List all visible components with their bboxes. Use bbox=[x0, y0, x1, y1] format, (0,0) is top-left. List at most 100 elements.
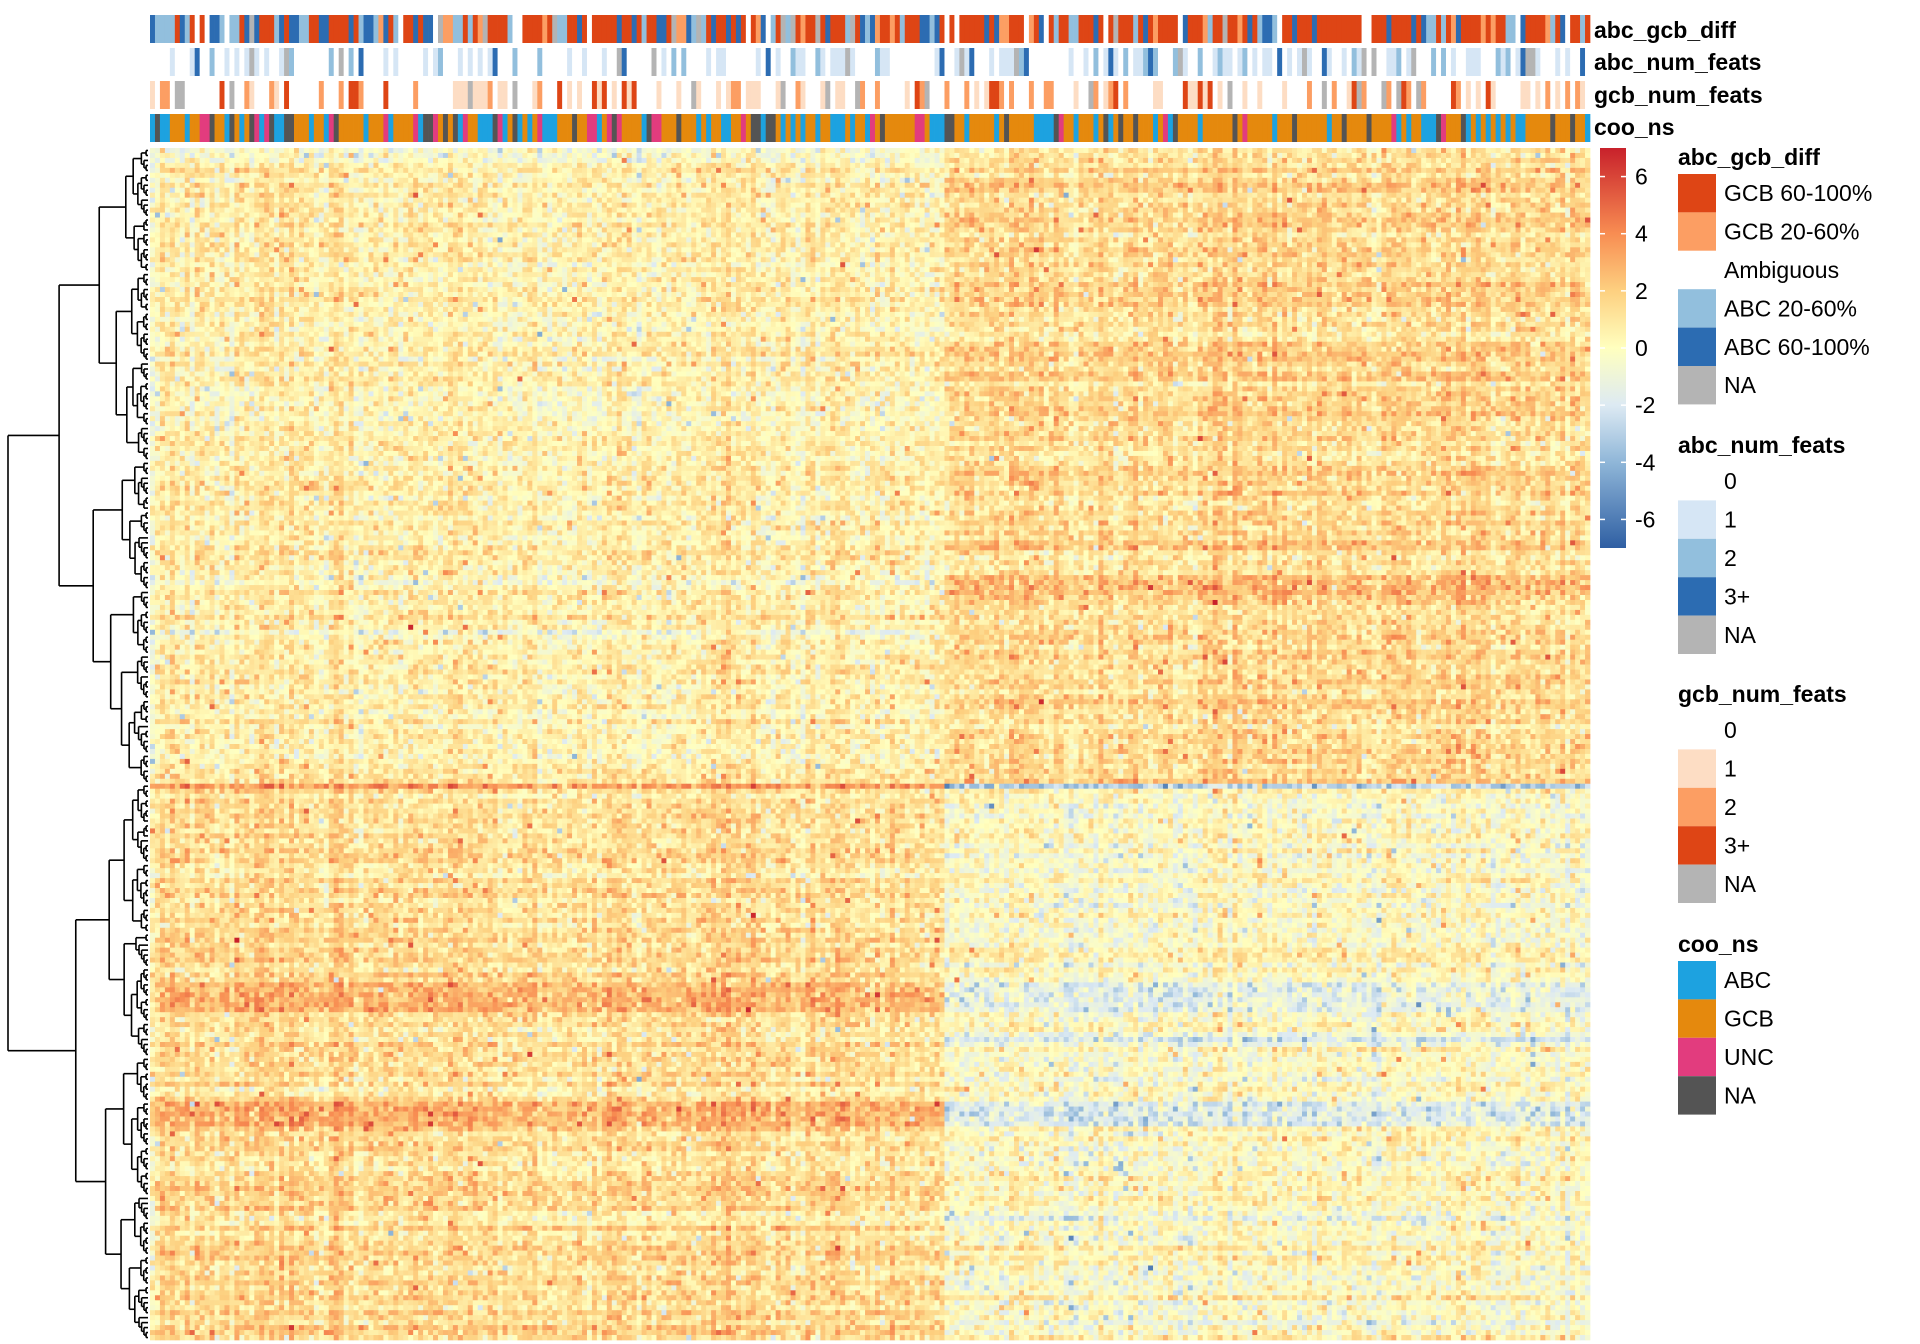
annotation-cell bbox=[746, 114, 751, 142]
annotation-cell bbox=[622, 81, 627, 109]
annotation-cell bbox=[517, 81, 522, 109]
annotation-cell bbox=[224, 15, 229, 43]
annotation-cell bbox=[791, 48, 796, 76]
annotation-cell bbox=[155, 15, 160, 43]
annotation-cell bbox=[940, 15, 945, 43]
annotation-cell bbox=[160, 114, 165, 142]
annotation-cell bbox=[895, 81, 900, 109]
annotation-cell bbox=[617, 114, 622, 142]
annotation-cell bbox=[681, 81, 686, 109]
annotation-cell bbox=[910, 114, 915, 142]
annotation-cell bbox=[383, 114, 388, 142]
annotation-cell bbox=[205, 114, 210, 142]
annotation-cell bbox=[647, 81, 652, 109]
annotation-cell bbox=[597, 114, 602, 142]
annotation-cell bbox=[900, 48, 905, 76]
annotation-cell bbox=[299, 48, 304, 76]
annotation-cell bbox=[220, 114, 225, 142]
annotation-cell bbox=[418, 15, 423, 43]
annotation-cell bbox=[820, 15, 825, 43]
annotation-cell bbox=[825, 114, 830, 142]
annotation-cell bbox=[304, 15, 309, 43]
annotation-cell bbox=[771, 48, 776, 76]
annotation-cell bbox=[398, 81, 403, 109]
annotation-cell bbox=[577, 48, 582, 76]
annotation-cell bbox=[805, 48, 810, 76]
annotation-cell bbox=[329, 15, 334, 43]
annotation-cell bbox=[463, 15, 468, 43]
annotation-cell bbox=[532, 114, 537, 142]
annotation-cell bbox=[547, 114, 552, 142]
annotation-cell bbox=[751, 81, 756, 109]
annotation-cell bbox=[637, 15, 642, 43]
annotation-cell bbox=[304, 48, 309, 76]
annotation-cell bbox=[428, 114, 433, 142]
annotation-cell bbox=[527, 114, 532, 142]
annotation-cell bbox=[562, 114, 567, 142]
annotation-cell bbox=[473, 48, 478, 76]
annotation-cell bbox=[443, 114, 448, 142]
annotation-cell bbox=[403, 48, 408, 76]
annotation-cell bbox=[274, 15, 279, 43]
annotation-cell bbox=[220, 15, 225, 43]
annotation-cell bbox=[234, 48, 239, 76]
annotation-cell bbox=[517, 15, 522, 43]
annotation-cell bbox=[751, 48, 756, 76]
annotation-cell bbox=[324, 15, 329, 43]
annotation-cell bbox=[592, 48, 597, 76]
annotation-cell bbox=[920, 48, 925, 76]
annotation-cell bbox=[761, 15, 766, 43]
annotation-cell bbox=[766, 48, 771, 76]
annotation-cell bbox=[666, 15, 671, 43]
annotation-cell bbox=[840, 81, 845, 109]
annotation-cell bbox=[458, 114, 463, 142]
annotation-cell bbox=[890, 81, 895, 109]
annotation-cell bbox=[721, 48, 726, 76]
annotation-cell bbox=[756, 114, 761, 142]
annotation-cell bbox=[483, 48, 488, 76]
annotation-cell bbox=[180, 81, 185, 109]
annotation-cell bbox=[224, 48, 229, 76]
annotation-cell bbox=[716, 48, 721, 76]
annotation-cell bbox=[716, 81, 721, 109]
annotation-cell bbox=[160, 48, 165, 76]
annotation-cell bbox=[359, 48, 364, 76]
annotation-cell bbox=[269, 114, 274, 142]
annotation-cell bbox=[349, 114, 354, 142]
annotation-cell bbox=[284, 15, 289, 43]
annotation-cell bbox=[364, 15, 369, 43]
annotation-cell bbox=[423, 114, 428, 142]
annotation-cell bbox=[756, 48, 761, 76]
annotation-cell bbox=[155, 114, 160, 142]
annotation-cell bbox=[656, 48, 661, 76]
annotation-cell bbox=[800, 81, 805, 109]
annotation-cell bbox=[676, 81, 681, 109]
annotation-cell bbox=[388, 114, 393, 142]
annotation-cell bbox=[215, 114, 220, 142]
annotation-cell bbox=[244, 15, 249, 43]
annotation-cell bbox=[354, 15, 359, 43]
annotation-cell bbox=[741, 15, 746, 43]
annotation-cell bbox=[855, 81, 860, 109]
annotation-cell bbox=[716, 114, 721, 142]
annotation-cell bbox=[592, 81, 597, 109]
annotation-cell bbox=[373, 81, 378, 109]
annotation-cell bbox=[746, 81, 751, 109]
annotation-cell bbox=[915, 15, 920, 43]
annotation-cell bbox=[726, 81, 731, 109]
annotation-cell bbox=[473, 114, 478, 142]
annotation-cell bbox=[885, 81, 890, 109]
annotation-cell bbox=[796, 114, 801, 142]
annotation-cell bbox=[666, 48, 671, 76]
annotation-cell bbox=[503, 15, 508, 43]
annotation-cell bbox=[413, 114, 418, 142]
annotation-cell bbox=[622, 114, 627, 142]
annotation-cell bbox=[642, 114, 647, 142]
annotation-cell bbox=[875, 114, 880, 142]
annotation-cell bbox=[388, 81, 393, 109]
annotation-cell bbox=[835, 114, 840, 142]
annotation-cell bbox=[930, 15, 935, 43]
annotation-cell bbox=[215, 81, 220, 109]
annotation-cell bbox=[165, 81, 170, 109]
annotation-cell bbox=[676, 48, 681, 76]
